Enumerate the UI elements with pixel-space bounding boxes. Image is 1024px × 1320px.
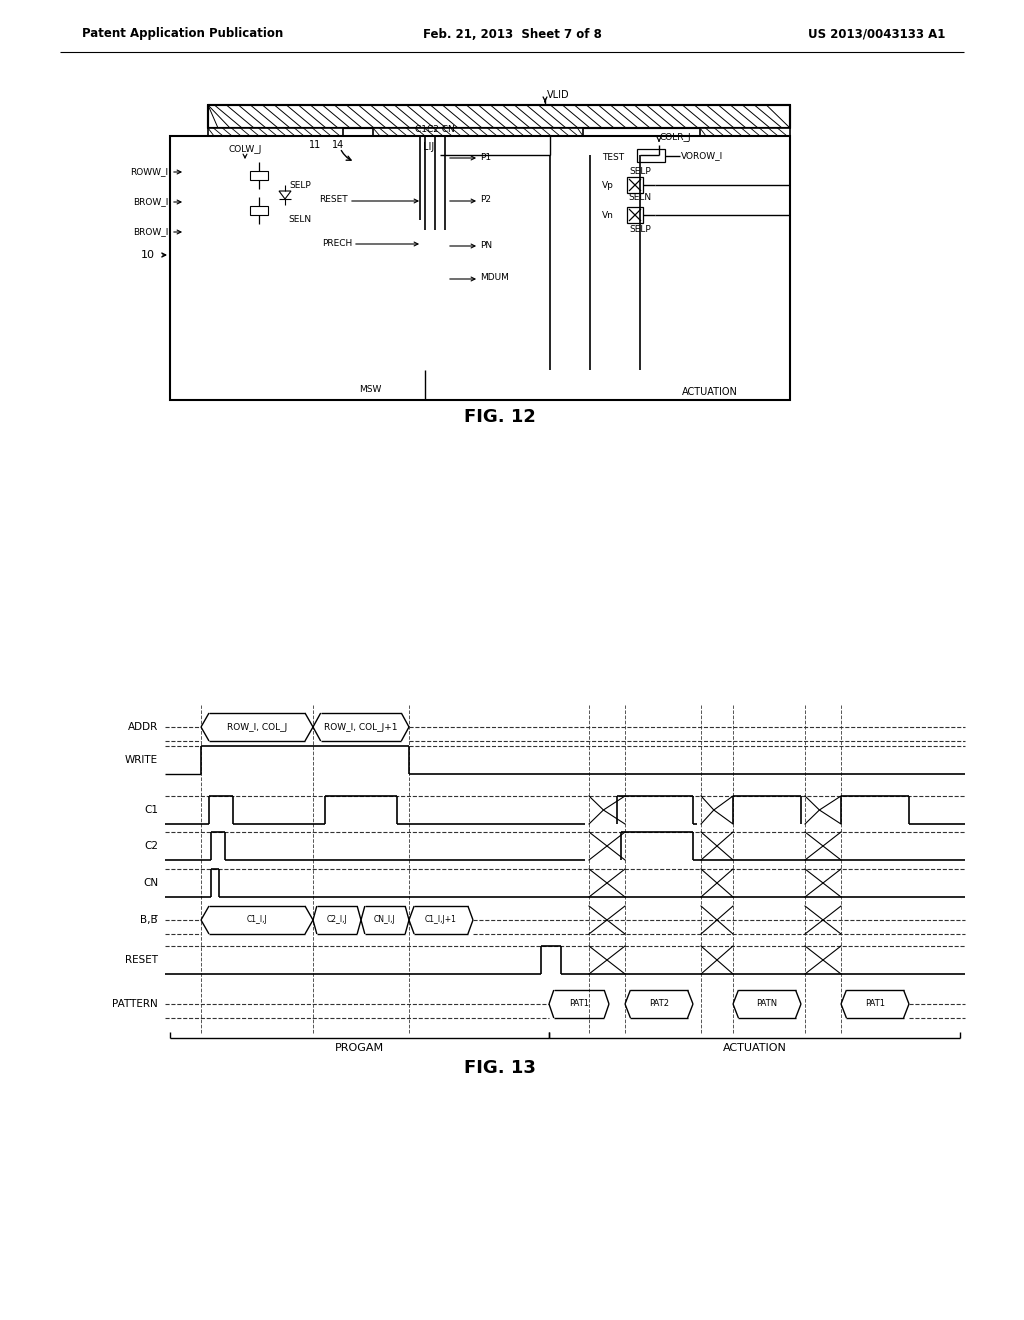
Text: SELN: SELN	[289, 215, 311, 224]
Text: COLR_J: COLR_J	[660, 132, 691, 141]
Text: ROW_I, COL_J: ROW_I, COL_J	[227, 722, 287, 731]
Text: ADDR: ADDR	[128, 722, 158, 733]
Text: Patent Application Publication: Patent Application Publication	[82, 28, 284, 41]
Text: Vn: Vn	[602, 210, 614, 219]
Text: 11: 11	[309, 140, 322, 150]
Bar	[208, 106, 790, 128]
Text: RESET: RESET	[125, 954, 158, 965]
Text: US 2013/0043133 A1: US 2013/0043133 A1	[808, 28, 945, 41]
Text: ROW_I, COL_J+1: ROW_I, COL_J+1	[325, 722, 397, 731]
Text: C2_I,J: C2_I,J	[327, 916, 347, 924]
Bar	[700, 128, 790, 136]
Text: SELP: SELP	[289, 181, 311, 190]
Text: C1C2 CN: C1C2 CN	[415, 125, 455, 135]
Text: C1_I,J+1: C1_I,J+1	[425, 916, 457, 924]
Text: Feb. 21, 2013  Sheet 7 of 8: Feb. 21, 2013 Sheet 7 of 8	[423, 28, 601, 41]
Text: LIJ: LIJ	[423, 143, 434, 152]
Text: SELN: SELN	[629, 194, 651, 202]
Text: COLW_J: COLW_J	[228, 145, 262, 154]
Text: C1: C1	[144, 805, 158, 814]
Bar	[250, 172, 268, 180]
Text: SELP: SELP	[629, 168, 651, 177]
Text: MSW: MSW	[358, 385, 381, 395]
Text: PRECH: PRECH	[322, 239, 352, 248]
Text: PATN: PATN	[757, 999, 777, 1008]
Text: VOROW_I: VOROW_I	[681, 152, 723, 161]
Text: WRITE: WRITE	[125, 755, 158, 766]
Text: TEST: TEST	[602, 153, 624, 161]
Text: RESET: RESET	[319, 195, 348, 205]
Text: 10: 10	[141, 249, 155, 260]
Text: C2: C2	[144, 841, 158, 851]
Text: PN: PN	[480, 240, 493, 249]
Bar	[250, 206, 268, 215]
Text: B,B̅: B,B̅	[140, 915, 158, 925]
Bar	[627, 207, 643, 223]
Text: SELP: SELP	[629, 226, 651, 235]
Text: PAT1: PAT1	[569, 999, 589, 1008]
Text: BROW_I: BROW_I	[133, 198, 168, 206]
Bar	[373, 128, 583, 136]
Text: 14: 14	[332, 140, 344, 150]
Text: C1_I,J: C1_I,J	[247, 916, 267, 924]
Text: P2: P2	[480, 195, 490, 205]
Text: P1: P1	[480, 153, 492, 161]
Text: PAT2: PAT2	[649, 999, 669, 1008]
Text: ROWW_I: ROWW_I	[130, 168, 168, 177]
Bar	[627, 177, 643, 193]
Text: CN: CN	[143, 878, 158, 888]
Text: MDUM: MDUM	[480, 273, 509, 282]
Bar	[637, 149, 665, 162]
Text: FIG. 12: FIG. 12	[464, 408, 536, 426]
Text: PATTERN: PATTERN	[113, 999, 158, 1008]
Text: VLID: VLID	[547, 90, 569, 100]
Text: CN_I,J: CN_I,J	[374, 916, 396, 924]
Text: Vp: Vp	[602, 181, 614, 190]
Bar	[208, 128, 343, 136]
Text: BROW_I: BROW_I	[133, 227, 168, 236]
Text: PAT1: PAT1	[865, 999, 885, 1008]
Text: PROGAM: PROGAM	[335, 1043, 384, 1053]
Bar	[170, 136, 790, 400]
Text: FIG. 13: FIG. 13	[464, 1059, 536, 1077]
Text: ACTUATION: ACTUATION	[682, 387, 738, 397]
Text: ACTUATION: ACTUATION	[723, 1043, 786, 1053]
